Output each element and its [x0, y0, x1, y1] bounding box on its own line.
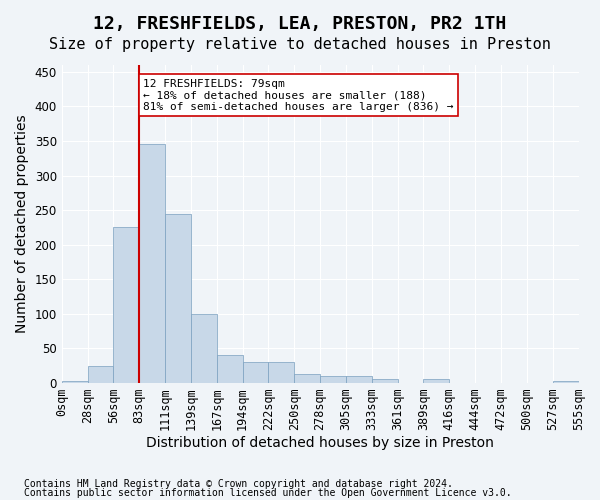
Bar [139, 144, 165, 383]
Bar [242, 362, 268, 383]
Bar [372, 380, 398, 383]
Text: 12 FRESHFIELDS: 79sqm
← 18% of detached houses are smaller (188)
81% of semi-det: 12 FRESHFIELDS: 79sqm ← 18% of detached … [143, 79, 454, 112]
Bar [424, 380, 449, 383]
Bar [62, 381, 88, 383]
Text: Contains HM Land Registry data © Crown copyright and database right 2024.: Contains HM Land Registry data © Crown c… [24, 479, 453, 489]
Bar [165, 214, 191, 383]
Bar [113, 228, 139, 383]
Text: Contains public sector information licensed under the Open Government Licence v3: Contains public sector information licen… [24, 488, 512, 498]
Bar [346, 376, 372, 383]
Bar [217, 355, 242, 383]
Bar [320, 376, 346, 383]
Bar [191, 314, 217, 383]
Y-axis label: Number of detached properties: Number of detached properties [15, 114, 29, 333]
X-axis label: Distribution of detached houses by size in Preston: Distribution of detached houses by size … [146, 436, 494, 450]
Bar [294, 374, 320, 383]
Bar [268, 362, 294, 383]
Text: 12, FRESHFIELDS, LEA, PRESTON, PR2 1TH: 12, FRESHFIELDS, LEA, PRESTON, PR2 1TH [94, 15, 506, 33]
Bar [553, 381, 578, 383]
Text: Size of property relative to detached houses in Preston: Size of property relative to detached ho… [49, 38, 551, 52]
Bar [88, 366, 113, 383]
